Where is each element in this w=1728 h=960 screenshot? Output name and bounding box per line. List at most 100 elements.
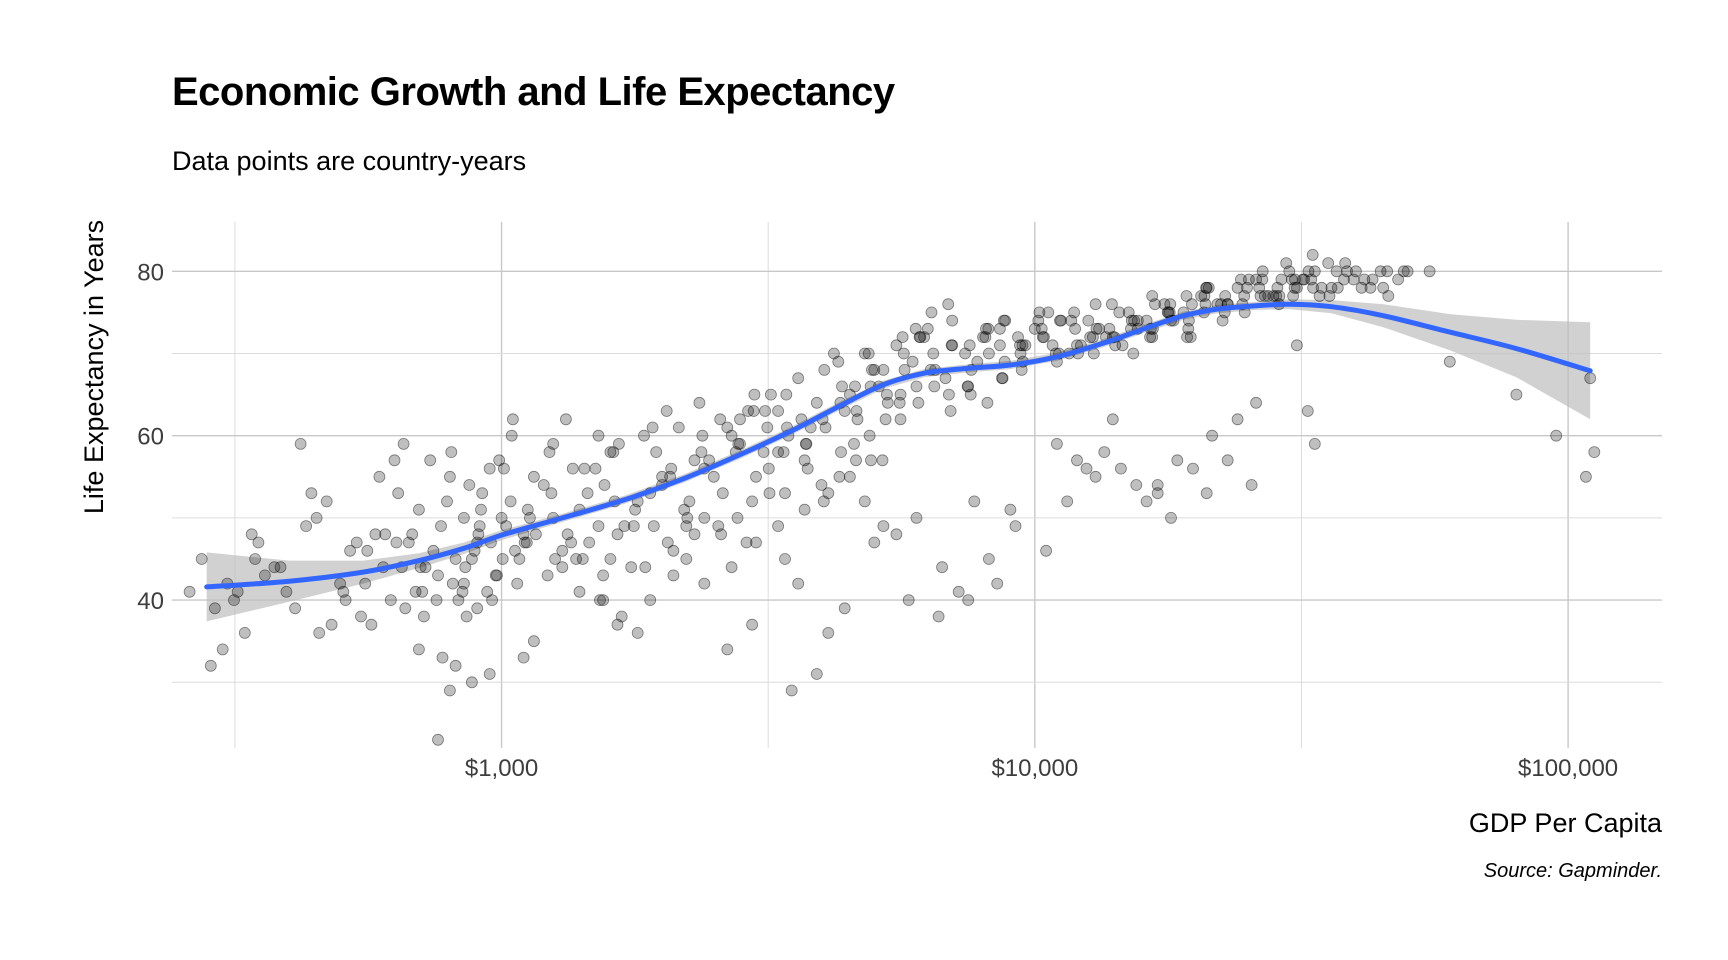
data-point: [409, 585, 422, 598]
data-point: [1308, 265, 1321, 278]
data-point: [1262, 290, 1275, 302]
data-point: [858, 347, 871, 360]
data-point: [615, 610, 628, 623]
data-point: [1200, 281, 1212, 294]
data-point: [1032, 314, 1045, 327]
data-point: [334, 577, 347, 590]
data-point: [1069, 322, 1081, 335]
data-point: [556, 544, 569, 557]
data-point: [305, 487, 318, 500]
data-point: [1202, 281, 1215, 294]
data-point: [1313, 290, 1326, 302]
data-point: [746, 495, 758, 508]
data-point: [430, 594, 443, 606]
data-point: [715, 528, 727, 541]
data-point: [320, 495, 333, 508]
data-point: [528, 635, 540, 648]
data-point: [274, 561, 287, 574]
data-point: [818, 363, 831, 376]
data-point: [639, 561, 652, 574]
data-point: [252, 536, 265, 549]
data-point: [495, 512, 508, 524]
data-point: [688, 454, 701, 467]
data-point: [1510, 388, 1523, 401]
data-point: [631, 627, 644, 639]
data-point: [350, 536, 363, 549]
data-point: [460, 610, 473, 623]
data-point: [667, 544, 680, 557]
data-point: [604, 553, 617, 565]
data-point: [1355, 281, 1368, 294]
data-point: [1350, 265, 1362, 278]
data-point: [1366, 273, 1379, 286]
data-point: [618, 520, 631, 532]
data-point: [543, 446, 556, 459]
data-point: [1106, 298, 1118, 311]
data-point: [1158, 298, 1171, 311]
data-point: [693, 396, 706, 409]
data-point: [1256, 273, 1269, 286]
data-point: [819, 421, 832, 434]
data-point: [339, 594, 352, 606]
data-point: [289, 602, 302, 615]
data-point: [1287, 290, 1299, 302]
data-point: [1116, 339, 1129, 352]
data-point: [1127, 347, 1140, 360]
data-point: [472, 528, 485, 541]
data-point: [983, 347, 995, 360]
data-point: [1019, 339, 1032, 352]
data-point: [1181, 331, 1193, 344]
data-point: [1065, 314, 1078, 327]
data-point: [459, 561, 472, 574]
data-point: [866, 363, 878, 376]
data-point: [475, 503, 487, 516]
data-point: [294, 437, 307, 450]
data-point: [946, 314, 959, 327]
data-point: [1305, 273, 1318, 286]
data-point: [968, 495, 981, 508]
data-point: [416, 585, 429, 598]
data-point: [1071, 454, 1083, 467]
data-point: [996, 372, 1009, 385]
data-point: [537, 479, 550, 491]
data-point: [877, 363, 890, 376]
data-point: [1128, 314, 1140, 327]
data-point: [436, 651, 449, 664]
data-point: [355, 610, 367, 623]
data-point: [680, 553, 693, 565]
data-point: [868, 536, 881, 549]
data-point: [910, 512, 923, 524]
data-point: [573, 585, 586, 598]
data-point: [1061, 495, 1074, 508]
data-point: [732, 437, 745, 450]
data-point: [750, 470, 762, 483]
data-point: [1080, 462, 1093, 475]
data-point: [493, 454, 506, 467]
data-point: [667, 569, 680, 582]
data-point: [1256, 265, 1269, 278]
data-point: [1308, 437, 1321, 450]
data-point: [513, 553, 526, 565]
data-point: [772, 405, 784, 417]
data-point: [945, 339, 958, 352]
smooth-line: [204, 301, 1593, 590]
chart-title: Economic Growth and Life Expectancy: [172, 70, 895, 114]
data-point: [982, 322, 995, 335]
data-point: [734, 437, 746, 450]
data-point: [962, 594, 975, 606]
data-point: [1291, 281, 1303, 294]
data-point: [1028, 322, 1041, 335]
data-point: [524, 512, 536, 524]
data-point: [1231, 281, 1244, 294]
data-point: [994, 322, 1006, 335]
data-point: [785, 684, 798, 697]
data-point: [1165, 512, 1177, 524]
data-point: [748, 388, 761, 401]
data-point: [798, 454, 811, 467]
data-point: [1580, 470, 1592, 483]
data-point: [877, 520, 890, 532]
data-point: [412, 503, 425, 516]
data-point: [918, 331, 930, 344]
data-point: [547, 437, 560, 450]
data-point: [698, 512, 711, 524]
